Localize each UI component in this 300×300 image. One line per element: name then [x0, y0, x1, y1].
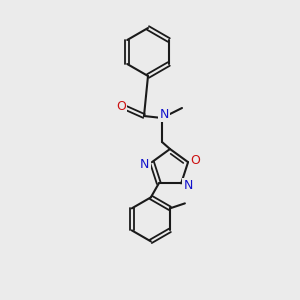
Text: O: O [116, 100, 126, 113]
Text: O: O [190, 154, 200, 166]
Text: N: N [140, 158, 150, 171]
Text: N: N [159, 107, 169, 121]
Text: N: N [184, 179, 193, 192]
